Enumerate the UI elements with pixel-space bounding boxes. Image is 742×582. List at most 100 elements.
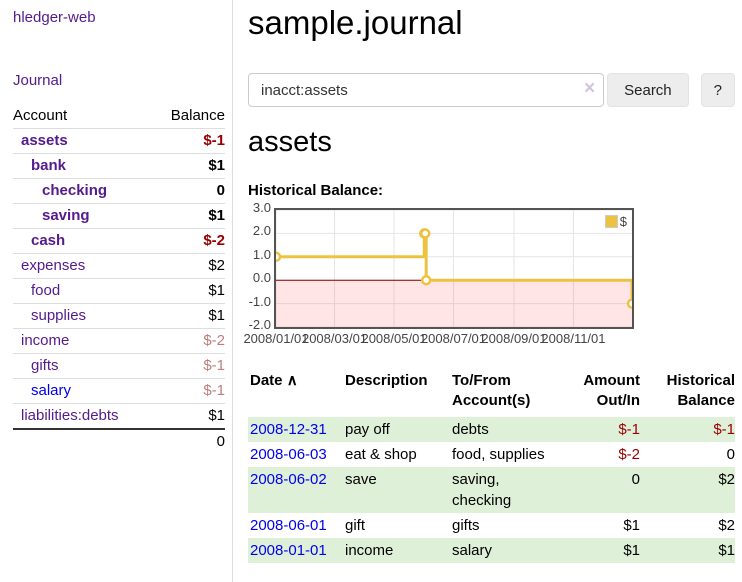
transaction-accounts: gifts	[452, 517, 480, 534]
account-balance: $1	[208, 307, 225, 324]
register-row: 2008-12-31 pay off debts $-1 $-1	[248, 417, 735, 442]
transaction-date-link[interactable]: 2008-06-01	[250, 517, 327, 534]
legend-swatch-icon	[604, 215, 618, 228]
transaction-amount: $-2	[618, 446, 640, 463]
sidebar-account-link-income[interactable]: income	[21, 332, 70, 349]
search-input-wrap: ×	[248, 73, 605, 107]
sidebar-account-row: assets $-1	[13, 128, 225, 153]
sidebar-account-row: liabilities:debts $1	[13, 403, 225, 428]
transaction-balance: 0	[726, 446, 735, 463]
transaction-description: income	[345, 542, 394, 559]
balance-chart-plot: $	[274, 208, 634, 329]
sidebar-account-link-bank[interactable]: bank	[31, 157, 67, 174]
register-header-row: Date ∧ Description To/From Account(s) Am…	[248, 369, 735, 417]
x-axis-tick-label: 2008/07/01	[420, 331, 487, 346]
account-balance: $1	[208, 407, 225, 424]
clear-search-icon[interactable]: ×	[584, 78, 596, 99]
date-header-label: Date	[250, 372, 283, 389]
sidebar-account-row: gifts $-1	[13, 353, 225, 378]
y-axis-tick-label: 1.0	[252, 246, 271, 262]
sidebar-item-journal[interactable]: Journal	[13, 72, 63, 89]
search-button[interactable]: Search	[607, 73, 689, 107]
y-axis-tick-label: -2.0	[248, 317, 271, 332]
balance-column-header-main: Historical Balance	[666, 372, 735, 409]
description-column-header: Description	[345, 372, 428, 389]
account-balance: $-1	[203, 132, 225, 149]
sidebar-account-link-expenses[interactable]: expenses	[21, 257, 86, 274]
register-row: 2008-06-02 save saving, checking 0 $2	[248, 467, 735, 513]
x-axis-tick-label: 2008/11/01	[541, 331, 606, 346]
sidebar-account-row: food $1	[13, 278, 225, 303]
chart-section-label: Historical Balance:	[248, 182, 384, 199]
sidebar-account-row: income $-2	[13, 328, 225, 353]
sidebar-account-row: saving $1	[13, 203, 225, 228]
sidebar-account-link-saving[interactable]: saving	[42, 207, 90, 224]
help-button[interactable]: ?	[700, 73, 735, 107]
balance-chart: 3.0 2.0 1.0 0.0 -1.0 -2.0 $ 2008/01/01 2008/03…	[243, 200, 648, 346]
sidebar-account-link-supplies[interactable]: supplies	[31, 307, 87, 324]
amount-column-header: Amount Out/In	[583, 372, 640, 409]
transaction-amount: $1	[623, 517, 640, 534]
x-axis-tick-label: 2008/03/01	[301, 331, 368, 346]
sidebar-account-link-assets[interactable]: assets	[21, 132, 68, 149]
sidebar-account-link-liabilities-debts[interactable]: liabilities:debts	[21, 407, 119, 424]
transaction-date-link[interactable]: 2008-06-02	[250, 471, 327, 488]
y-axis-tick-label: -1.0	[248, 293, 271, 309]
transaction-description: gift	[345, 517, 366, 534]
accounts-table-body: assets $-1 bank $1 checking 0 saving $1 cash $-2 e…	[13, 128, 225, 428]
transaction-description: eat & shop	[345, 446, 417, 463]
register-row: 2008-06-01 gift gifts $1 $2	[248, 513, 735, 538]
x-axis-tick-label: 2008/05/01	[361, 331, 427, 346]
sort-ascending-icon: ∧	[286, 372, 298, 389]
search-input[interactable]	[248, 73, 605, 107]
sidebar-account-link-salary[interactable]: salary	[31, 382, 72, 399]
account-balance: 0	[216, 182, 225, 199]
transaction-amount: $1	[623, 542, 640, 559]
sidebar-account-link-gifts[interactable]: gifts	[31, 357, 59, 374]
tofrom-column-header: To/From Account(s)	[452, 372, 531, 409]
legend-series-label: $	[619, 214, 627, 229]
accounts-table: Account Balance assets $-1 bank $1 checking 0…	[13, 104, 225, 453]
transaction-description: pay off	[345, 421, 390, 438]
sidebar-account-row: salary $-1	[13, 378, 225, 403]
sidebar-account-link-checking[interactable]: checking	[42, 182, 108, 199]
x-axis-tick-label: 2008/09/01	[481, 331, 547, 346]
sidebar-account-row: cash $-2	[13, 228, 225, 253]
sidebar: hledger-web Journal Account Balance asse…	[0, 0, 233, 582]
register-row: 2008-06-03 eat & shop food, supplies $-2 0	[248, 442, 735, 467]
balance-column-header: Balance	[170, 107, 225, 124]
transaction-accounts: debts	[452, 421, 489, 438]
account-balance: $1	[208, 207, 225, 224]
transaction-amount: $-1	[618, 421, 640, 438]
transaction-date-link[interactable]: 2008-01-01	[250, 542, 327, 559]
transaction-balance: $2	[718, 517, 735, 534]
transaction-accounts: salary	[452, 542, 493, 559]
account-column-header: Account	[13, 107, 68, 124]
accounts-total-row: 0	[13, 428, 225, 453]
x-axis-tick-label: 2008/01/01	[243, 331, 309, 346]
transaction-description: save	[345, 471, 377, 488]
y-axis-tick-label: 3.0	[252, 200, 271, 215]
transaction-amount: 0	[631, 471, 640, 488]
account-balance: $-1	[203, 382, 225, 399]
chart-canvas	[276, 210, 632, 327]
chart-legend: $	[602, 213, 629, 230]
accounts-table-header: Account Balance	[13, 104, 225, 128]
account-balance: $-1	[203, 357, 225, 374]
account-balance: $1	[208, 157, 225, 174]
account-balance: $2	[208, 257, 225, 274]
transaction-date-link[interactable]: 2008-06-03	[250, 446, 327, 463]
sidebar-account-link-cash[interactable]: cash	[31, 232, 66, 249]
app-title-link[interactable]: hledger-web	[13, 9, 96, 26]
account-balance: $-2	[203, 232, 225, 249]
account-balance: $-2	[203, 332, 225, 349]
sidebar-account-row: checking 0	[13, 178, 225, 203]
transaction-date-link[interactable]: 2008-12-31	[250, 421, 327, 438]
transaction-balance: $1	[718, 542, 735, 559]
page-title: sample.journal	[248, 4, 463, 41]
date-column-header[interactable]: Date ∧	[248, 369, 345, 417]
transaction-balance: $2	[718, 471, 735, 488]
sidebar-account-row: supplies $1	[13, 303, 225, 328]
sidebar-account-link-food[interactable]: food	[31, 282, 61, 299]
main-content: sample.journal × Search ? assets Histori…	[234, 0, 742, 563]
